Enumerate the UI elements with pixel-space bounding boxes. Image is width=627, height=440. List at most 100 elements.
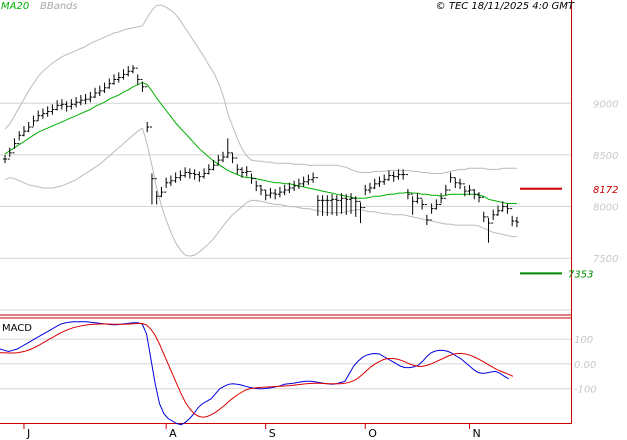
legend-bbands: BBands (40, 1, 78, 12)
price-bar (486, 216, 491, 243)
price-bar (296, 178, 301, 189)
price-bar (339, 193, 344, 214)
price-bar (173, 172, 178, 183)
price-bar (462, 183, 467, 197)
price-bar (221, 151, 226, 163)
price-bar (93, 87, 98, 99)
price-bar (334, 195, 339, 216)
price-bar (216, 154, 221, 166)
price-bar (244, 166, 249, 177)
price-bar (458, 178, 463, 189)
price-bar (178, 170, 183, 181)
price-bar (344, 194, 349, 215)
price-bar (130, 65, 135, 74)
price-bar (510, 208, 515, 227)
price-bar (45, 106, 50, 117)
legend-ma20: MA20 (1, 1, 29, 12)
price-bar (495, 205, 500, 216)
price-bar (282, 184, 287, 196)
price-y-axis: 9000 8500 8000 7500 (593, 99, 618, 265)
price-bar (382, 174, 387, 185)
price-bar (254, 178, 259, 192)
price-bar (149, 126, 154, 205)
price-bar (268, 187, 273, 199)
price-bar (7, 147, 12, 160)
macd-y-tick-label: 0.00 (574, 360, 596, 371)
price-bar (154, 178, 159, 205)
price-bar (410, 193, 415, 215)
price-bar (320, 195, 325, 216)
price-bar (491, 209, 496, 224)
ma20-polyline (4, 82, 517, 204)
macd-y-tick-label: 100 (574, 335, 593, 346)
price-bar (301, 176, 306, 187)
price-bar (21, 126, 26, 137)
price-bar (31, 115, 36, 128)
x-tick-label: O (368, 427, 377, 440)
price-bar (287, 182, 292, 194)
macd-macd-line (0, 321, 509, 426)
price-bar (140, 79, 145, 92)
price-bar (396, 169, 401, 180)
x-tick-label: N (473, 427, 481, 440)
price-bar (36, 110, 41, 122)
price-bar (439, 193, 444, 205)
macd-grid (0, 338, 571, 390)
price-bar (277, 186, 282, 198)
bband-upper-line (4, 4, 517, 174)
macd-title: MACD (2, 323, 32, 334)
price-bar (477, 192, 481, 203)
price-bar (401, 169, 406, 180)
price-bar (192, 169, 197, 180)
bband-lower-line (4, 127, 517, 257)
price-bar (249, 170, 254, 184)
price-bar (453, 177, 458, 188)
price-bar (3, 154, 7, 164)
support-label: 7353 (568, 269, 593, 280)
price-bar (59, 99, 64, 110)
price-bar (12, 138, 17, 154)
macd-y-tick-label: -100 (574, 385, 597, 396)
price-bar (17, 131, 22, 145)
price-bar (40, 108, 45, 119)
price-bar (206, 164, 211, 175)
price-bar (202, 168, 207, 179)
price-bar (235, 157, 240, 175)
price-bar (97, 85, 102, 97)
price-y-tick-label: 8500 (593, 151, 618, 162)
macd-y-axis: 100 0.00 -100 (574, 335, 597, 396)
x-tick-label: J (26, 427, 30, 440)
price-bar (240, 167, 244, 178)
price-bar (164, 177, 169, 193)
price-bar (306, 174, 311, 185)
price-bar (121, 69, 126, 80)
bollinger-bands (4, 4, 517, 257)
price-bar (168, 175, 173, 186)
price-y-tick-label: 8000 (593, 203, 618, 214)
price-bar (434, 199, 439, 210)
price-bar (126, 66, 131, 77)
price-bar (415, 193, 420, 204)
price-bar (263, 189, 268, 201)
price-bar (88, 91, 93, 103)
price-bar (273, 189, 278, 200)
price-bar (145, 86, 150, 133)
price-bar (83, 93, 88, 105)
price-bar (377, 176, 382, 187)
price-bar (325, 195, 330, 216)
levels: 8172 7353 (520, 185, 618, 280)
x-tick-label: S (269, 427, 276, 440)
price-bar (211, 160, 216, 171)
ma20-line (4, 82, 517, 204)
price-bar (292, 180, 297, 192)
price-bar (74, 97, 79, 108)
price-bar (500, 201, 505, 212)
price-bar (443, 184, 448, 199)
price-bar (429, 203, 434, 221)
price-bar (116, 72, 121, 83)
price-bar (187, 168, 192, 179)
macd-lines (0, 321, 514, 426)
price-bar (64, 101, 69, 112)
price-bar (258, 184, 263, 196)
